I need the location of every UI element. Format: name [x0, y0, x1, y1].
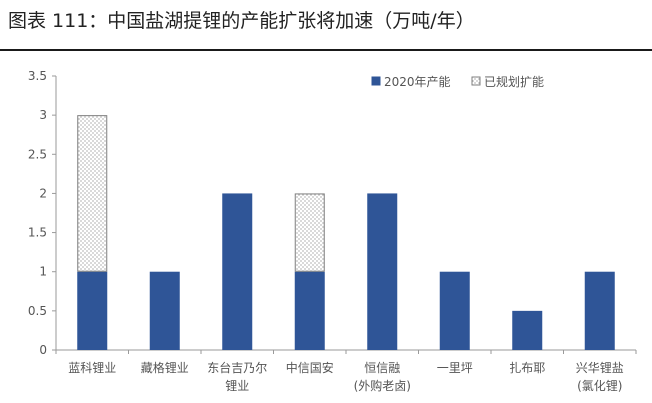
y-tick-label: 2 [39, 186, 47, 200]
x-tick-label: 藏格锂业 [141, 360, 189, 375]
legend-swatch-planned-expansion [471, 76, 481, 86]
x-tick-label: 蓝科锂业 [68, 360, 116, 375]
legend: 2020年产能 已规划扩能 [371, 74, 544, 89]
x-tick-label: 锂业 [225, 378, 249, 393]
legend-label: 2020年产能 [384, 75, 451, 89]
y-tick-label: 3 [39, 108, 47, 122]
figure-title: 图表 111：中国盐湖提锂的产能扩张将加速（万吨/年） [8, 10, 475, 32]
bar-2020-capacity [222, 193, 253, 350]
legend-label: 已规划扩能 [484, 74, 544, 89]
bar-2020-capacity [294, 271, 325, 350]
bar-2020-capacity [367, 193, 398, 350]
x-tick-label: 扎布耶 [509, 361, 545, 375]
y-tick-label: 1.5 [28, 226, 47, 240]
title-divider [0, 49, 652, 51]
y-tick-label: 3.5 [28, 69, 47, 83]
y-tick-label: 0.5 [28, 304, 47, 318]
bar-2020-capacity [149, 271, 180, 350]
x-tick-label: 一里坪 [437, 361, 473, 375]
axes-group: 0 0.5 1 1.5 2 2.5 3 3.5 [28, 69, 637, 357]
x-tick-label: 东台吉乃尔 [207, 360, 267, 375]
bar-2020-capacity [77, 271, 108, 350]
x-tick-label: (氯化锂) [577, 378, 622, 393]
x-tick-label: 兴华锂盐 [576, 360, 624, 375]
y-tick-label: 2.5 [28, 147, 47, 161]
bar-planned-expansion [294, 193, 325, 272]
bar-2020-capacity [584, 271, 615, 350]
bar-2020-capacity [439, 271, 470, 350]
x-tick-label: 中信国安 [286, 360, 334, 375]
bar-2020-capacity [512, 310, 543, 350]
y-tick-label: 0 [39, 343, 47, 357]
bars-group [77, 115, 615, 350]
y-tick-label: 1 [39, 265, 47, 279]
x-tick-label: (外购老卤) [354, 378, 411, 393]
bar-planned-expansion [77, 115, 108, 272]
legend-swatch-capacity-2020 [371, 76, 381, 86]
x-tick-label: 恒信融 [364, 361, 400, 375]
